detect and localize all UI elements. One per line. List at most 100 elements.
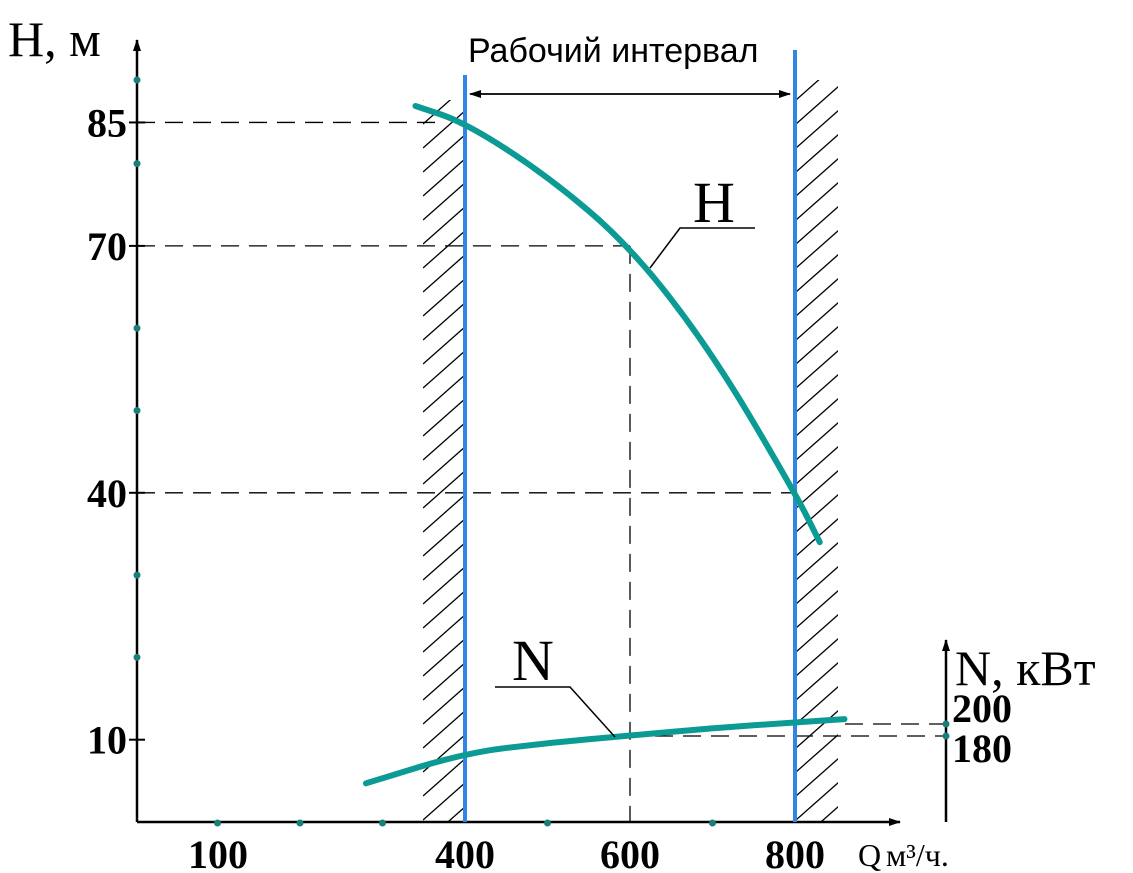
x-axis-dot [214, 819, 221, 827]
x-tick-label: 600 [600, 832, 660, 873]
hatch-line [423, 661, 465, 701]
hatch-line [423, 541, 465, 581]
y-left-tick-label: 40 [87, 471, 127, 516]
hatch-line [423, 157, 465, 197]
reference-lines [137, 121, 946, 822]
hatch-line [423, 565, 465, 605]
hatch-line [796, 421, 838, 461]
y-left-tick-label: 10 [87, 718, 127, 763]
hatch-line [796, 589, 838, 629]
working-interval-label: Рабочий интервал [468, 32, 758, 70]
hatch-line [423, 253, 465, 293]
hatch-line [796, 301, 838, 341]
hatch-line [423, 277, 465, 317]
x-axis-dot [709, 819, 716, 827]
y-left-tick-label: 70 [87, 224, 127, 269]
hatch-line [796, 6, 848, 52]
x-axis-dot [379, 819, 386, 827]
hatch-line [796, 325, 838, 365]
working-interval [463, 50, 797, 822]
series-H-label: H [693, 170, 735, 235]
y-axis-dot [133, 160, 141, 168]
x-tick-label: 800 [765, 832, 825, 873]
hatch-line [423, 445, 465, 485]
y-axis-left-title: H, м [8, 11, 101, 67]
x-axis-dot [544, 819, 551, 827]
hatch-line [796, 229, 838, 269]
hatch-line [796, 133, 838, 173]
y-axis-dot [133, 76, 141, 84]
hatch-line [796, 541, 838, 581]
labels: H, м N, кВт Q м³/ч. Рабочий интервал [8, 11, 1096, 873]
y-axis-right-title: N, кВт [955, 640, 1096, 696]
x-axis-title-unit: м³/ч. [886, 837, 949, 873]
hatch-line [796, 373, 838, 413]
hatch-line [796, 781, 838, 821]
series-N-leader [495, 686, 616, 738]
hatch-line [423, 301, 465, 341]
hatch-line [423, 421, 465, 461]
series-H-leader [649, 227, 755, 269]
y-right-tick-label: 180 [952, 726, 1012, 771]
hatch-line [796, 30, 848, 76]
hatch-right-boundary [796, 0, 848, 822]
hatch-line [796, 181, 838, 221]
hatch-line [423, 181, 465, 221]
hatch-line [796, 445, 838, 485]
hatch-line [796, 493, 838, 533]
hatch-line [423, 349, 465, 389]
hatch-line [796, 277, 838, 317]
y-left-tick-label: 85 [87, 100, 127, 145]
y-axis-dot [133, 407, 141, 414]
series-N-curve [363, 716, 848, 787]
hatch-line [796, 661, 838, 701]
hatch-line [423, 133, 465, 173]
hatch-line [796, 709, 838, 749]
hatch-line [796, 253, 838, 293]
hatch-line [423, 757, 465, 797]
y-right-axis-dot [942, 732, 950, 740]
x-axis-dot [296, 819, 304, 827]
hatch-line [796, 349, 838, 389]
hatch-line [796, 80, 820, 101]
hatch-line [796, 205, 838, 245]
hatch-line [423, 589, 465, 629]
hatch-line [423, 0, 475, 28]
hatch-line [423, 0, 475, 4]
hatch-line [796, 0, 848, 28]
hatch-line [423, 613, 465, 653]
hatch-line [423, 781, 465, 821]
hatch-line [423, 493, 465, 533]
y-right-tick-label: 200 [952, 686, 1012, 731]
hatch-line [423, 685, 465, 725]
x-tick-label: 400 [435, 832, 495, 873]
hatch-line [796, 0, 848, 4]
y-axis-dot [133, 653, 141, 661]
hatch-line [796, 613, 838, 653]
hatch-line [796, 565, 838, 605]
hatch-line [796, 109, 838, 149]
hatch-line [423, 205, 465, 245]
series-H-curve [412, 102, 823, 546]
series-N-label: N [512, 628, 554, 693]
curves: HN [363, 102, 848, 787]
hatch-line [796, 469, 838, 509]
hatch-line [796, 397, 838, 437]
x-tick-label: 100 [188, 832, 248, 873]
y-right-axis-dot [942, 720, 950, 728]
y-axis-dot [133, 571, 141, 579]
hatch-line [423, 109, 465, 149]
axis-dots [133, 76, 950, 827]
hatch-line [423, 397, 465, 437]
hatch-line [796, 757, 838, 797]
hatch-line [423, 469, 465, 509]
hatch-line [423, 229, 465, 269]
hatch-line [796, 157, 838, 197]
hatch-line [423, 517, 465, 557]
hatch-line [796, 733, 838, 773]
hatch-line [796, 85, 838, 125]
hatch-line [423, 637, 465, 677]
hatch-left-boundary [423, 0, 475, 822]
